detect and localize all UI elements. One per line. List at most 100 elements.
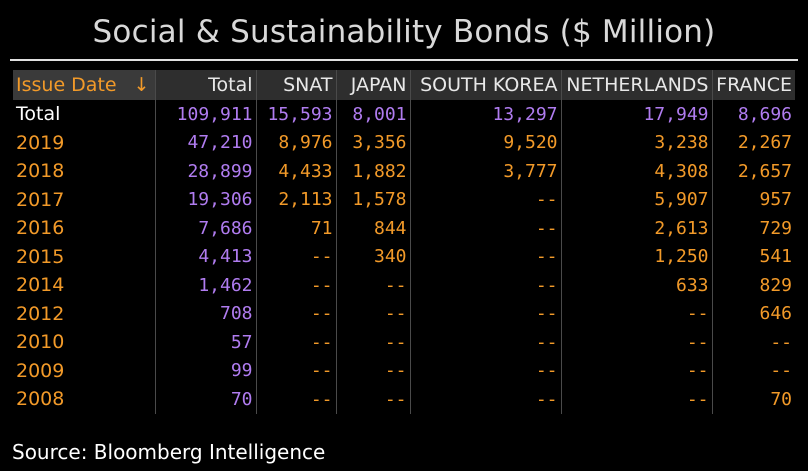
country-value-cell: 3,238: [561, 128, 713, 157]
table-body: Total 109,911 15,593 8,001 13,297 17,949 8,696…: [13, 100, 795, 414]
issue-date-cell: 2016: [13, 214, 156, 243]
country-value-cell: 340: [336, 242, 411, 271]
country-value-cell: --: [256, 271, 337, 300]
issue-date-cell: Total: [13, 100, 156, 129]
total-cell: 708: [155, 299, 257, 328]
column-header-label: Issue Date: [16, 74, 117, 96]
issue-date-cell: 2012: [13, 299, 156, 328]
country-value-cell: 1,578: [336, 185, 411, 214]
column-header-japan[interactable]: JAPAN: [336, 70, 411, 100]
column-header-snat[interactable]: SNAT: [256, 70, 337, 100]
page-title: Social & Sustainability Bonds ($ Million…: [92, 14, 716, 50]
country-value-cell: 829: [759, 274, 792, 296]
country-value-cell: --: [336, 385, 411, 414]
issue-date-cell: 2017: [13, 185, 156, 214]
country-value-cell: 2,657: [737, 160, 792, 182]
country-value-cell: 844: [336, 214, 411, 243]
total-cell: 19,306: [155, 185, 257, 214]
table-row[interactable]: 2016 7,686 71 844 -- 2,613 729: [13, 214, 795, 243]
country-value-cell: --: [410, 356, 562, 385]
total-cell: 1,462: [155, 271, 257, 300]
country-value-cell: --: [410, 385, 562, 414]
total-cell: 28,899: [155, 157, 257, 186]
column-header-issue-date[interactable]: Issue Date ↓: [13, 70, 156, 100]
issue-date-cell: 2008: [13, 385, 156, 414]
sort-descending-icon[interactable]: ↓: [133, 74, 150, 96]
country-value-cell: --: [336, 356, 411, 385]
country-value-cell: 3,777: [410, 157, 562, 186]
table-row[interactable]: 2009 99 -- -- -- -- --: [13, 356, 795, 385]
country-value-cell: 17,949: [561, 100, 713, 129]
country-value-cell: 13,297: [410, 100, 562, 129]
issue-date-cell: 2015: [13, 242, 156, 271]
country-value-cell: --: [256, 385, 337, 414]
table-row-total[interactable]: Total 109,911 15,593 8,001 13,297 17,949 8,696: [13, 100, 795, 129]
country-value-cell: 3,356: [336, 128, 411, 157]
table-row[interactable]: 2015 4,413 -- 340 -- 1,250 541: [13, 242, 795, 271]
country-value-cell: 5,907: [561, 185, 713, 214]
table-row[interactable]: 2010 57 -- -- -- -- --: [13, 328, 795, 357]
column-header-total[interactable]: Total: [155, 70, 257, 100]
total-cell: 70: [155, 385, 257, 414]
country-value-cell: 8,976: [256, 128, 337, 157]
table-row[interactable]: 2019 47,210 8,976 3,356 9,520 3,238 2,267: [13, 128, 795, 157]
country-value-cell: --: [336, 328, 411, 357]
country-value-cell: 2,613: [561, 214, 713, 243]
country-value-cell: --: [410, 214, 562, 243]
country-value-cell: --: [410, 299, 562, 328]
total-cell: 109,911: [155, 100, 257, 129]
country-value-cell: 541: [759, 246, 792, 268]
source-note: Source: Bloomberg Intelligence: [12, 440, 326, 464]
column-header-france[interactable]: FRANCE: [712, 70, 795, 100]
bonds-table: Issue Date ↓ Total SNAT JAPAN SOUTH KORE…: [13, 70, 795, 414]
column-header-netherlands[interactable]: NETHERLANDS: [561, 70, 713, 100]
country-value-cell: 646: [759, 303, 792, 325]
total-cell: 7,686: [155, 214, 257, 243]
country-value-cell: --: [410, 328, 562, 357]
table-header-row: Issue Date ↓ Total SNAT JAPAN SOUTH KORE…: [13, 70, 795, 100]
total-cell: 47,210: [155, 128, 257, 157]
table-row[interactable]: 2012 708 -- -- -- -- 646: [13, 299, 795, 328]
total-cell: 99: [155, 356, 257, 385]
country-value-cell: 633: [561, 271, 713, 300]
country-value-cell: 1,882: [336, 157, 411, 186]
country-value-cell: 2,113: [256, 185, 337, 214]
country-value-cell: 8,001: [336, 100, 411, 129]
country-value-cell: --: [256, 242, 337, 271]
total-cell: 57: [155, 328, 257, 357]
country-value-cell: 957: [759, 189, 792, 211]
issue-date-cell: 2014: [13, 271, 156, 300]
country-value-cell: 71: [256, 214, 337, 243]
country-value-cell: 729: [759, 217, 792, 239]
country-value-cell: 70: [770, 388, 792, 410]
table-row[interactable]: 2008 70 -- -- -- -- 70: [13, 385, 795, 414]
country-value-cell: 8,696: [737, 103, 792, 125]
country-value-cell: --: [256, 299, 337, 328]
country-value-cell: 9,520: [410, 128, 562, 157]
table-row[interactable]: 2017 19,306 2,113 1,578 -- 5,907 957: [13, 185, 795, 214]
country-value-cell: --: [410, 242, 562, 271]
country-value-cell: --: [410, 271, 562, 300]
country-value-cell: --: [770, 360, 792, 382]
column-header-south-korea[interactable]: SOUTH KOREA: [410, 70, 562, 100]
country-value-cell: --: [561, 299, 713, 328]
country-value-cell: --: [561, 328, 713, 357]
country-value-cell: --: [336, 299, 411, 328]
country-value-cell: --: [561, 385, 713, 414]
country-value-cell: 4,433: [256, 157, 337, 186]
title-divider: [10, 59, 798, 61]
table-row[interactable]: 2014 1,462 -- -- -- 633 829: [13, 271, 795, 300]
issue-date-cell: 2010: [13, 328, 156, 357]
country-value-cell: --: [336, 271, 411, 300]
country-value-cell: 15,593: [256, 100, 337, 129]
issue-date-cell: 2018: [13, 157, 156, 186]
table-row[interactable]: 2018 28,899 4,433 1,882 3,777 4,308 2,657: [13, 157, 795, 186]
total-cell: 4,413: [155, 242, 257, 271]
country-value-cell: 1,250: [561, 242, 713, 271]
issue-date-cell: 2009: [13, 356, 156, 385]
country-value-cell: 2,267: [737, 132, 792, 154]
country-value-cell: --: [770, 331, 792, 353]
country-value-cell: --: [561, 356, 713, 385]
country-value-cell: --: [256, 356, 337, 385]
country-value-cell: --: [256, 328, 337, 357]
